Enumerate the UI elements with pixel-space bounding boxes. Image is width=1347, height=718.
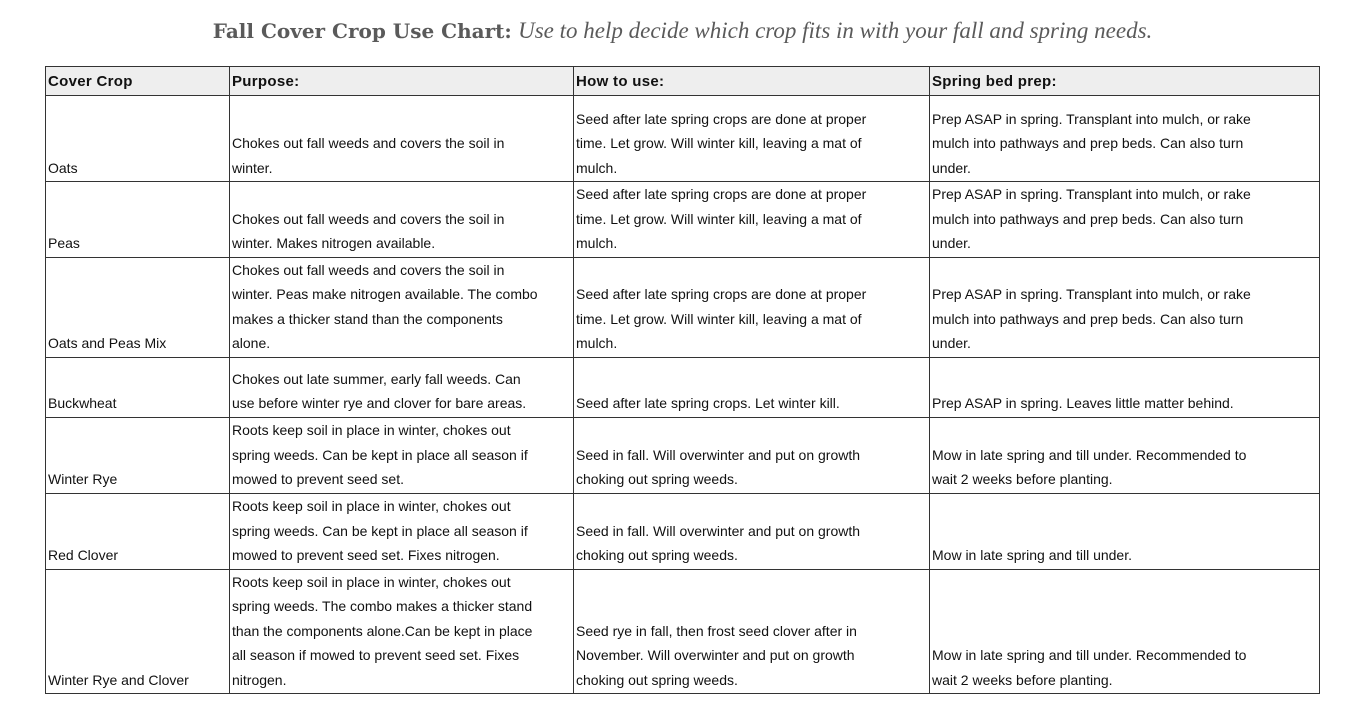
cell-purpose: Roots keep soil in place in winter, chok… (229, 568, 574, 694)
cell-cover-crop: Oats (45, 95, 230, 182)
cell-spring-bed-prep: Mow in late spring and till under. (929, 492, 1320, 570)
title-bold: Fall Cover Crop Use Chart: (212, 19, 512, 43)
table-row: Red Clover Roots keep soil in place in wi… (45, 492, 1320, 570)
cell-purpose: Chokes out fall weeds and covers the soi… (229, 256, 574, 358)
cell-how-to-use: Seed after late spring crops are done at… (573, 256, 930, 358)
cell-how-to-use: Seed in fall. Will overwinter and put on… (573, 416, 930, 494)
cell-cover-crop: Winter Rye and Clover (45, 568, 230, 694)
cell-purpose: Chokes out fall weeds and covers the soi… (229, 181, 574, 258)
header-how-to-use: How to use: (573, 66, 930, 96)
page-title: Fall Cover Crop Use Chart: Use to help d… (0, 18, 1347, 44)
cell-spring-bed-prep: Prep ASAP in spring. Transplant into mul… (929, 256, 1320, 358)
table-row: Oats and Peas Mix Chokes out fall weeds a… (45, 256, 1320, 358)
cell-cover-crop: Oats and Peas Mix (45, 256, 230, 358)
cell-purpose: Chokes out late summer, early fall weeds… (229, 356, 574, 418)
cell-spring-bed-prep: Mow in late spring and till under. Recom… (929, 568, 1320, 694)
header-cover-crop: Cover Crop (45, 66, 230, 96)
cover-crop-table: Cover Crop Purpose: How to use: Spring b… (45, 66, 1320, 694)
cell-how-to-use: Seed after late spring crops are done at… (573, 95, 930, 182)
cell-how-to-use: Seed after late spring crops. Let winter… (573, 356, 930, 418)
title-subtitle: Use to help decide which crop fits in wi… (518, 18, 1153, 43)
table-row: Winter Rye Roots keep soil in place in wi… (45, 416, 1320, 494)
cell-cover-crop: Red Clover (45, 492, 230, 570)
cell-how-to-use: Seed after late spring crops are done at… (573, 181, 930, 258)
cell-spring-bed-prep: Mow in late spring and till under. Recom… (929, 416, 1320, 494)
cell-cover-crop: Buckwheat (45, 356, 230, 418)
header-row: Cover Crop Purpose: How to use: Spring b… (45, 66, 1320, 96)
cell-purpose: Chokes out fall weeds and covers the soi… (229, 95, 574, 182)
cell-purpose: Roots keep soil in place in winter, chok… (229, 492, 574, 570)
cell-spring-bed-prep: Prep ASAP in spring. Transplant into mul… (929, 95, 1320, 182)
table-row: Winter Rye and Clover Roots keep soil in … (45, 568, 1320, 694)
cell-spring-bed-prep: Prep ASAP in spring. Transplant into mul… (929, 181, 1320, 258)
cell-cover-crop: Peas (45, 181, 230, 258)
table-row: Buckwheat Chokes out late summer, early f… (45, 356, 1320, 418)
cell-cover-crop: Winter Rye (45, 416, 230, 494)
table-row: Oats Chokes out fall weeds and covers the… (45, 95, 1320, 182)
cell-purpose: Roots keep soil in place in winter, chok… (229, 416, 574, 494)
header-spring-bed-prep: Spring bed prep: (929, 66, 1320, 96)
table-row: Peas Chokes out fall weeds and covers the… (45, 181, 1320, 258)
cell-how-to-use: Seed in fall. Will overwinter and put on… (573, 492, 930, 570)
cell-spring-bed-prep: Prep ASAP in spring. Leaves little matte… (929, 356, 1320, 418)
header-purpose: Purpose: (229, 66, 574, 96)
cell-how-to-use: Seed rye in fall, then frost seed clover… (573, 568, 930, 694)
